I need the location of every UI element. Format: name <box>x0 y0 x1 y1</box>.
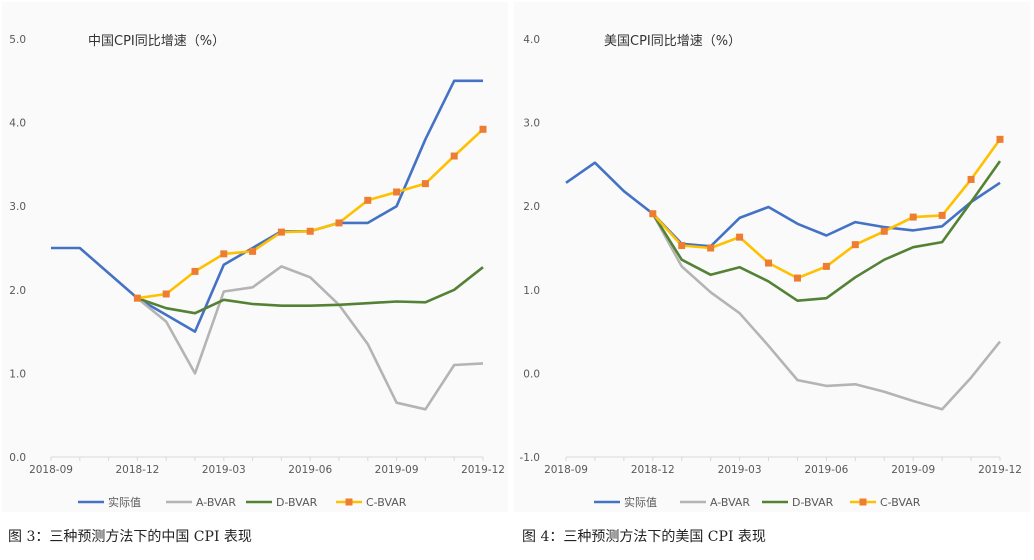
right-y-tick-label: 4.0 <box>523 34 540 46</box>
left-series-line-actual <box>51 79 483 333</box>
left-y-tick-label: 5.0 <box>9 34 26 46</box>
left-cbvar-marker <box>277 228 285 236</box>
right-cbvar-marker <box>822 262 830 270</box>
right-cbvar-marker <box>707 244 715 252</box>
right-y-tick-label: 3.0 <box>523 118 540 130</box>
left-cbvar-marker <box>191 267 199 275</box>
right-cbvar-marker <box>649 210 657 218</box>
left-chart-panel <box>2 2 508 512</box>
right-figure-caption: 图 4：三种预测方法下的美国 CPI 表现 <box>522 529 766 545</box>
right-x-tick-label: 2019-12 <box>978 464 1022 476</box>
left-cbvar-marker <box>421 180 429 188</box>
left-cbvar-marker <box>479 125 487 133</box>
left-cbvar-marker <box>249 247 257 255</box>
left-x-tick-label: 2019-03 <box>202 464 246 476</box>
left-chart-title: 中国CPI同比增速（%） <box>88 34 225 49</box>
right-series-line-dbvar <box>651 160 1002 303</box>
left-x-tick-label: 2018-12 <box>115 464 159 476</box>
right-legend-marker-cbvar <box>859 498 867 506</box>
left-cbvar-marker <box>220 250 228 258</box>
right-series-line-abvar <box>651 213 1002 411</box>
right-cbvar-marker <box>967 175 975 183</box>
left-legend-label-cbvar: C-BVAR <box>366 496 407 509</box>
left-series-line-dbvar <box>136 266 484 315</box>
left-x-tick-label: 2019-12 <box>461 464 505 476</box>
left-cbvar-marker <box>450 152 458 160</box>
right-cbvar-marker <box>851 241 859 249</box>
left-legend-marker-cbvar <box>345 498 353 506</box>
left-figure-caption: 图 3：三种预测方法下的中国 CPI 表现 <box>8 529 252 545</box>
right-legend-label-actual: 实际值 <box>624 495 657 509</box>
right-legend-label-dbvar: D-BVAR <box>792 496 834 509</box>
right-y-tick-label: -1.0 <box>520 452 541 464</box>
right-cbvar-marker <box>765 259 773 267</box>
left-cbvar-marker <box>133 294 141 302</box>
left-x-tick-label: 2018-09 <box>29 464 73 476</box>
right-cbvar-marker <box>678 241 686 249</box>
left-series-line-abvar <box>136 265 484 411</box>
right-x-tick-label: 2018-12 <box>631 464 675 476</box>
right-y-tick-label: 0.0 <box>523 368 540 380</box>
left-y-tick-label: 3.0 <box>9 201 26 213</box>
left-y-tick-label: 1.0 <box>9 368 26 380</box>
right-y-tick-label: 1.0 <box>523 285 540 297</box>
right-x-tick-label: 2018-09 <box>544 464 588 476</box>
right-legend-label-abvar: A-BVAR <box>710 496 750 509</box>
right-legend-label-cbvar: C-BVAR <box>880 496 921 509</box>
left-x-tick-label: 2019-06 <box>288 464 332 476</box>
right-cbvar-marker <box>880 227 888 235</box>
right-x-tick-label: 2019-09 <box>891 464 935 476</box>
right-chart-title: 美国CPI同比增速（%） <box>604 34 741 49</box>
left-cbvar-marker <box>364 196 372 204</box>
right-cbvar-marker <box>996 135 1004 143</box>
left-x-tick-label: 2019-09 <box>375 464 419 476</box>
left-legend-label-abvar: A-BVAR <box>196 496 236 509</box>
right-series-line-actual <box>565 161 1001 248</box>
left-cbvar-marker <box>335 219 343 227</box>
left-legend-label-actual: 实际值 <box>108 495 141 509</box>
right-cbvar-marker <box>909 213 917 221</box>
left-y-tick-label: 2.0 <box>9 285 26 297</box>
right-cbvar-marker <box>793 274 801 282</box>
right-x-tick-label: 2019-06 <box>804 464 848 476</box>
right-chart-panel <box>514 2 1030 512</box>
left-cbvar-marker <box>393 188 401 196</box>
left-cbvar-marker <box>162 290 170 298</box>
left-y-tick-label: 4.0 <box>9 118 26 130</box>
left-legend-label-dbvar: D-BVAR <box>276 496 318 509</box>
right-y-tick-label: 2.0 <box>523 201 540 213</box>
right-cbvar-marker <box>736 233 744 241</box>
right-cbvar-marker <box>938 211 946 219</box>
left-y-tick-label: 0.0 <box>9 452 26 464</box>
left-cbvar-marker <box>306 227 314 235</box>
right-x-tick-label: 2019-03 <box>718 464 762 476</box>
